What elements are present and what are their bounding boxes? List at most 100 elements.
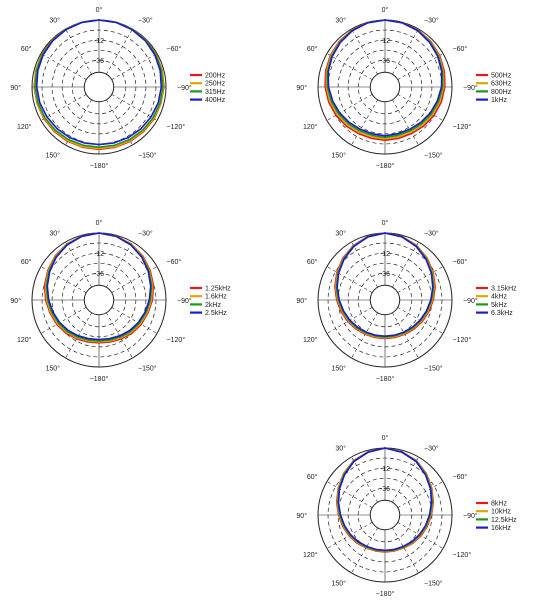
angle-label: 120° [303, 123, 318, 131]
radial-label: -36 [94, 58, 104, 65]
angle-label: 30° [335, 16, 346, 24]
legend-label: 5kHz [491, 302, 507, 309]
legend-label: 2kHz [205, 302, 221, 309]
angle-label: 150° [332, 152, 347, 160]
legend-label: 8kHz [491, 501, 507, 508]
grid-spoke [351, 527, 378, 574]
angle-label: 150° [332, 365, 347, 373]
angle-label: −30° [424, 16, 439, 24]
series-line-400Hz [35, 19, 163, 146]
angle-label: 30° [49, 229, 60, 237]
grid-spoke [111, 94, 158, 121]
grid-spoke [106, 28, 133, 75]
grid-spoke [40, 307, 87, 334]
grid-spoke [392, 28, 419, 75]
angle-label: −180° [90, 375, 109, 383]
angle-label: 60° [21, 258, 32, 266]
angle-label: 30° [335, 229, 346, 237]
angle-label: −60° [167, 45, 182, 53]
radial-label: -36 [380, 486, 390, 493]
series-line-16kHz [337, 447, 433, 552]
grid-ring [369, 284, 401, 316]
legend-label: 2.5kHz [205, 310, 227, 317]
radial-label: -12 [94, 38, 104, 45]
grid-spoke [351, 456, 378, 503]
grid-spoke [40, 94, 87, 121]
grid-spoke [351, 99, 378, 146]
angle-label: 120° [17, 336, 32, 344]
angle-label: −90° [463, 297, 478, 305]
angle-label: −180° [376, 590, 395, 598]
angle-label: 120° [303, 336, 318, 344]
angle-label: 90° [296, 512, 307, 520]
angle-label: −60° [167, 258, 182, 266]
grid-spoke [326, 266, 373, 293]
angle-label: −60° [453, 473, 468, 481]
angle-label: 0° [382, 6, 389, 14]
angle-label: 120° [17, 123, 32, 131]
grid-spoke [392, 241, 419, 288]
radial-label: -36 [380, 271, 390, 278]
grid-spoke [351, 28, 378, 75]
angle-label: −180° [376, 162, 395, 170]
grid-spoke [397, 53, 444, 80]
grid-spoke [326, 53, 373, 80]
grid-ring [369, 499, 401, 531]
grid-ring [369, 71, 401, 103]
angle-label: −120° [167, 336, 186, 344]
angle-label: −30° [138, 229, 153, 237]
legend-label: 630Hz [491, 81, 512, 88]
angle-label: −60° [453, 45, 468, 53]
angle-label: −150° [138, 365, 157, 373]
grid-spoke [397, 266, 444, 293]
series-line-2.5kHz [46, 232, 152, 341]
angle-label: −60° [453, 258, 468, 266]
legend-label: 4kHz [491, 294, 507, 301]
angle-label: −150° [424, 152, 443, 160]
angle-label: −30° [424, 229, 439, 237]
radial-label: -12 [94, 251, 104, 258]
legend-label: 400Hz [205, 97, 226, 104]
angle-label: 0° [96, 6, 103, 14]
angle-label: 0° [382, 434, 389, 442]
legend-label: 12.5kHz [491, 517, 517, 524]
grid-spoke [65, 241, 92, 288]
legend-label: 3.15kHz [491, 286, 517, 293]
angle-label: 30° [335, 444, 346, 452]
polar-chart-3: 0° 30° −30° 60° −60° 90° −90° 120° −120° 150° −150… [10, 219, 231, 383]
legend-label: 800Hz [491, 89, 512, 96]
legend-label: 6.3kHz [491, 310, 513, 317]
grid-spoke [40, 53, 87, 80]
angle-label: 90° [296, 84, 307, 92]
polar-chart-5: 0° 30° −30° 60° −60° 90° −90° 120° −120° 150° −150… [296, 434, 517, 598]
grid-spoke [392, 99, 419, 146]
angle-label: −150° [424, 580, 443, 588]
radial-label: -36 [380, 58, 390, 65]
radial-label: -12 [380, 466, 390, 473]
angle-label: −30° [424, 444, 439, 452]
angle-label: 150° [46, 365, 61, 373]
legend-label: 500Hz [491, 73, 512, 80]
angle-label: −90° [177, 297, 192, 305]
radial-label: -12 [380, 251, 390, 258]
angle-label: −150° [138, 152, 157, 160]
grid-spoke [351, 312, 378, 359]
grid-spoke [111, 307, 158, 334]
legend-label: 250Hz [205, 81, 226, 88]
angle-label: 30° [49, 16, 60, 24]
legend-label: 1kHz [491, 97, 507, 104]
angle-label: 90° [10, 297, 21, 305]
grid-spoke [392, 312, 419, 359]
radial-label: -36 [94, 271, 104, 278]
grid-spoke [392, 456, 419, 503]
grid-spoke [106, 241, 133, 288]
angle-label: −180° [90, 162, 109, 170]
grid-spoke [397, 481, 444, 508]
grid-spoke [351, 241, 378, 288]
grid-spoke [326, 94, 373, 121]
series-line-6.3kHz [336, 232, 434, 337]
angle-label: −120° [167, 123, 186, 131]
angle-label: 90° [296, 297, 307, 305]
angle-label: 60° [307, 45, 318, 53]
